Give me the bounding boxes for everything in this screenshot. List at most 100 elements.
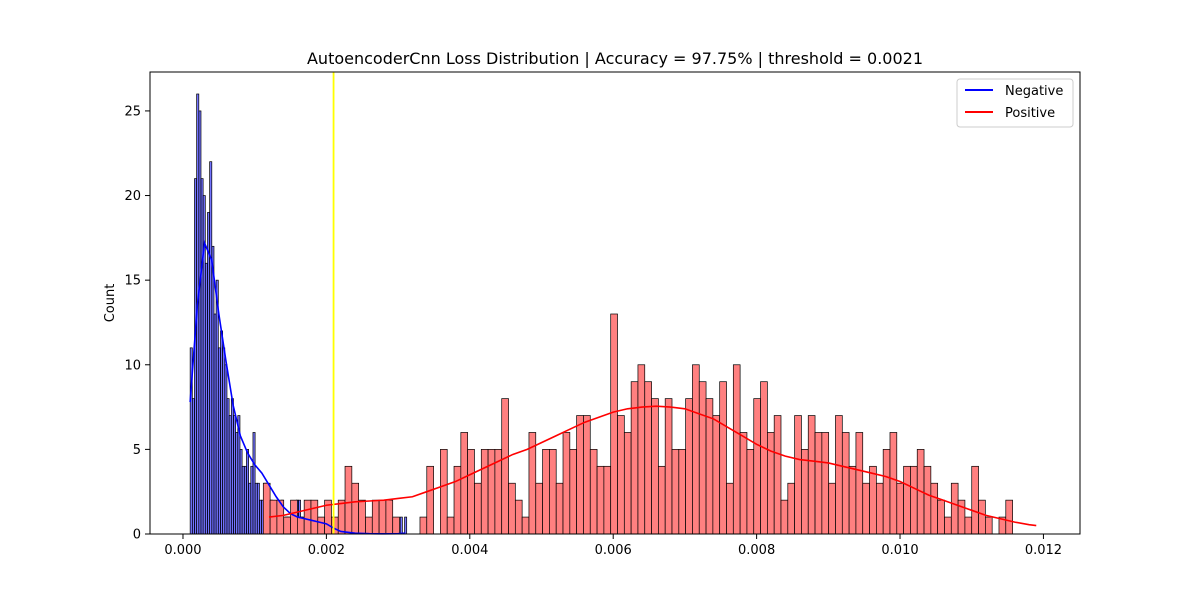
bar-positive (262, 482, 271, 535)
bar-positive (371, 499, 380, 535)
bar-positive (712, 415, 721, 535)
bar-positive (419, 516, 428, 535)
bar-positive (283, 516, 291, 535)
bar-positive (569, 449, 577, 535)
bar-positive (474, 482, 482, 535)
bar-positive (807, 415, 816, 535)
bar-positive (685, 398, 693, 535)
bar-positive (664, 398, 673, 535)
bar-positive (801, 449, 809, 535)
x-tick-label: 0.006 (595, 543, 632, 558)
bar-positive (297, 516, 305, 535)
bar-negative (404, 516, 408, 535)
x-ticks: 0.000 0.002 0.004 0.006 0.008 0.010 0.012 (164, 534, 1062, 558)
bar-positive (562, 432, 571, 535)
bar-positive (555, 482, 564, 535)
bar-positive (698, 381, 707, 535)
bar-positive (623, 432, 632, 535)
bar-positive (773, 415, 782, 535)
bar-positive (535, 482, 543, 535)
bar-positive (869, 465, 877, 535)
bar-negative (399, 516, 403, 535)
legend: Negative Positive (956, 78, 1074, 128)
bar-positive (576, 415, 584, 535)
bar-positive (814, 432, 823, 535)
bar-positive (889, 432, 898, 535)
axes-frame (149, 71, 1081, 535)
y-tick-label: 20 (124, 189, 141, 204)
y-axis-label: Count (103, 284, 118, 323)
bar-positive (467, 449, 475, 535)
bar-positive (937, 499, 945, 535)
bar-positive (351, 482, 360, 535)
bar-positive (453, 465, 462, 535)
bar-positive (446, 516, 455, 535)
bar-positive (821, 432, 830, 535)
bar-positive (630, 381, 639, 535)
bar-positive (637, 364, 646, 535)
bar-positive (862, 482, 870, 535)
kde-positive (268, 405, 1037, 527)
bar-positive (923, 465, 932, 535)
bar-positive (971, 465, 979, 535)
y-tick-label: 10 (124, 358, 141, 373)
y-tick-label: 5 (133, 443, 141, 458)
bar-positive (331, 516, 339, 535)
bar-positive (310, 499, 319, 535)
x-tick-label: 0.012 (1025, 543, 1062, 558)
x-tick-label: 0.002 (308, 543, 345, 558)
bar-positive (617, 415, 625, 535)
bar-positive (440, 449, 448, 535)
x-tick-label: 0.000 (164, 543, 201, 558)
bar-positive (671, 449, 680, 535)
bar-positive (317, 516, 325, 535)
bar-positive (651, 398, 659, 535)
bar-positive (910, 465, 918, 535)
x-tick-label: 0.004 (451, 543, 488, 558)
bar-positive (583, 415, 591, 535)
bar-positive (760, 381, 768, 535)
chart-title: AutoencoderCnn Loss Distribution | Accur… (307, 49, 923, 68)
bar-positive (848, 465, 857, 535)
bar-positive (855, 432, 864, 535)
bar-positive (903, 465, 911, 535)
bar-positive (835, 415, 843, 535)
y-tick-label: 15 (124, 274, 141, 289)
bar-positive (514, 499, 523, 535)
bar-positive (876, 482, 884, 535)
bar-positive (589, 449, 598, 535)
bar-positive (950, 482, 959, 535)
bar-positive (794, 415, 802, 535)
bar-positive (767, 432, 775, 535)
bar-positive (658, 465, 666, 535)
bar-positive (753, 398, 761, 535)
bar-positive (719, 381, 727, 535)
bar-positive (787, 482, 795, 535)
kde-negative (189, 239, 406, 535)
legend-label-positive: Positive (1005, 106, 1055, 121)
bar-positive (487, 449, 496, 535)
bar-positive (944, 516, 952, 535)
bar-positive (358, 499, 366, 535)
bar-positive (344, 465, 353, 535)
bar-positive (460, 432, 468, 535)
bar-positive (978, 499, 986, 535)
bar-positive (746, 449, 755, 535)
bar-positive (501, 398, 509, 535)
bar-positive (644, 381, 652, 535)
bar-positive (542, 449, 550, 535)
bar-positive (732, 364, 741, 535)
bar-positive (678, 449, 686, 535)
bar-positive (828, 482, 836, 535)
y-ticks: 0 5 10 15 20 25 (124, 104, 150, 543)
y-tick-label: 25 (124, 104, 141, 119)
bar-positive (596, 465, 605, 535)
bar-positive (480, 449, 489, 535)
bar-positive (882, 449, 891, 535)
bar-positive (841, 432, 850, 535)
bar-positive (385, 499, 394, 535)
bar-positive (726, 482, 734, 535)
bar-positive (780, 499, 789, 535)
x-tick-label: 0.010 (881, 543, 918, 558)
